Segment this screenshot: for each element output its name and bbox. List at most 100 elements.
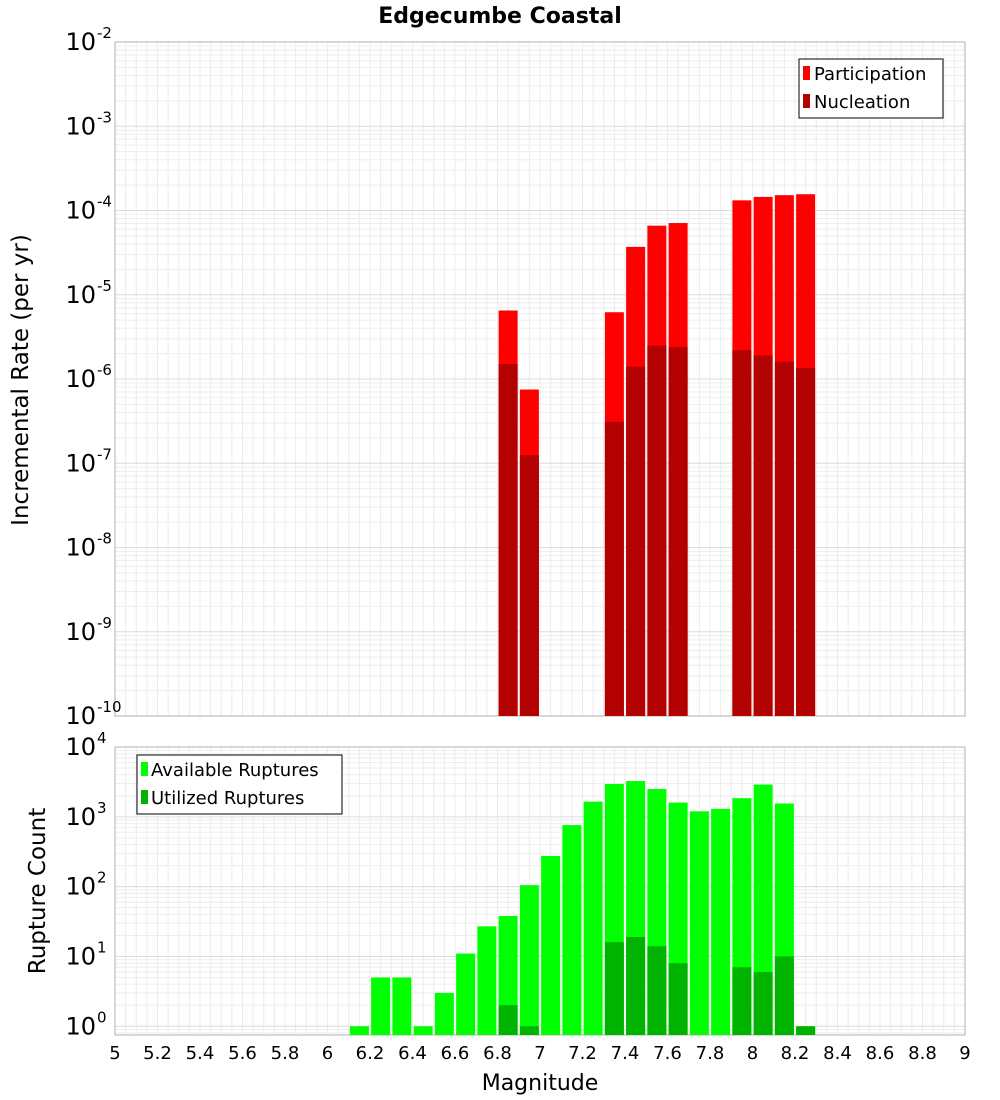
chart-title: Edgecumbe Coastal bbox=[378, 4, 622, 29]
top-y-axis-label: Incremental Rate (per yr) bbox=[8, 234, 34, 526]
y-tick-exponent: 3 bbox=[97, 799, 107, 817]
y-tick-base: 10 bbox=[65, 1012, 96, 1040]
y-tick-exponent: 1 bbox=[97, 938, 107, 956]
y-tick-base: 10 bbox=[65, 803, 96, 831]
y-tick-base: 10 bbox=[65, 618, 96, 646]
rate-bar-b bbox=[604, 421, 624, 716]
top-y-tick-label: 10 -5 bbox=[65, 277, 112, 309]
y-tick-base: 10 bbox=[65, 534, 96, 562]
x-tick-label: 5.4 bbox=[186, 1043, 215, 1064]
bottom-y-axis-label: Rupture Count bbox=[25, 808, 51, 974]
x-tick-label: 8.2 bbox=[781, 1043, 810, 1064]
count-bar-a bbox=[541, 855, 561, 1035]
x-tick-label: 6.4 bbox=[398, 1043, 427, 1064]
count-bar-b bbox=[796, 1026, 816, 1035]
y-tick-exponent: -2 bbox=[97, 24, 112, 42]
top-y-tick-label: 10 -3 bbox=[65, 108, 112, 140]
count-bar-b bbox=[647, 946, 667, 1035]
y-tick-exponent: -4 bbox=[97, 193, 112, 211]
x-tick-label: 8 bbox=[747, 1043, 758, 1064]
rate-bar-b bbox=[647, 345, 667, 716]
y-tick-base: 10 bbox=[65, 365, 96, 393]
legend-label-utilized: Utilized Ruptures bbox=[151, 788, 304, 809]
x-tick-label: 5.8 bbox=[271, 1043, 300, 1064]
x-tick-label: 5.6 bbox=[228, 1043, 257, 1064]
legend-label-nucleation: Nucleation bbox=[814, 92, 910, 113]
x-tick-label: 6.6 bbox=[441, 1043, 470, 1064]
rate-bar-b bbox=[796, 368, 816, 716]
count-bar-a bbox=[413, 1026, 433, 1035]
x-tick-label: 6 bbox=[322, 1043, 333, 1064]
top-y-tick-label: 10 -2 bbox=[65, 24, 112, 56]
top-bars bbox=[498, 194, 816, 717]
rate-bar-b bbox=[498, 364, 518, 716]
y-tick-exponent: -7 bbox=[97, 445, 112, 463]
x-tick-label: 7 bbox=[534, 1043, 545, 1064]
x-tick-label: 5.2 bbox=[143, 1043, 172, 1064]
rate-bar-b bbox=[626, 366, 646, 716]
y-tick-base: 10 bbox=[65, 197, 96, 225]
bottom-y-tick-label: 10 4 bbox=[65, 729, 106, 761]
y-tick-exponent: -10 bbox=[97, 698, 122, 716]
y-tick-base: 10 bbox=[65, 281, 96, 309]
rate-bar-b bbox=[753, 355, 773, 716]
legend-swatch-utilized bbox=[141, 790, 148, 804]
x-tick-label: 5 bbox=[109, 1043, 120, 1064]
y-tick-base: 10 bbox=[65, 702, 96, 730]
y-tick-exponent: -9 bbox=[97, 614, 112, 632]
count-bar-b bbox=[519, 1026, 539, 1035]
count-bar-a bbox=[711, 808, 731, 1035]
rate-bar-b bbox=[774, 361, 794, 716]
count-bar-a bbox=[456, 953, 476, 1035]
count-bar-a bbox=[349, 1026, 369, 1035]
count-bar-a bbox=[689, 811, 709, 1035]
y-tick-base: 10 bbox=[65, 733, 96, 761]
y-tick-base: 10 bbox=[65, 112, 96, 140]
count-bar-a bbox=[434, 992, 454, 1035]
y-tick-exponent: -5 bbox=[97, 277, 112, 295]
bottom-legend: Available Ruptures Utilized Ruptures bbox=[136, 754, 343, 815]
bottom-y-tick-label: 10 1 bbox=[65, 938, 106, 970]
count-bar-a bbox=[562, 825, 582, 1035]
top-grid bbox=[114, 41, 966, 717]
top-y-tick-label: 10 -4 bbox=[65, 193, 112, 225]
y-tick-exponent: 0 bbox=[97, 1008, 107, 1026]
top-y-tick-label: 10 -8 bbox=[65, 530, 112, 562]
y-tick-base: 10 bbox=[65, 873, 96, 901]
legend-label-participation: Participation bbox=[814, 64, 926, 85]
bottom-y-tick-label: 10 2 bbox=[65, 869, 106, 901]
y-tick-base: 10 bbox=[65, 449, 96, 477]
count-bar-b bbox=[604, 942, 624, 1035]
x-tick-label: 8.8 bbox=[908, 1043, 937, 1064]
top-legend-box bbox=[798, 58, 944, 119]
y-tick-exponent: -3 bbox=[97, 108, 112, 126]
x-tick-label: 7.6 bbox=[653, 1043, 682, 1064]
y-tick-exponent: 2 bbox=[97, 869, 107, 887]
y-tick-exponent: -8 bbox=[97, 530, 112, 548]
count-bar-b bbox=[774, 956, 794, 1035]
count-bar-a bbox=[519, 885, 539, 1035]
count-bar-b bbox=[626, 936, 646, 1035]
top-y-tick-label: 10 -6 bbox=[65, 361, 112, 393]
count-bar-a bbox=[583, 801, 603, 1035]
count-bar-b bbox=[753, 971, 773, 1035]
rate-bar-b bbox=[732, 350, 752, 716]
count-bar-b bbox=[732, 967, 752, 1035]
y-tick-exponent: 4 bbox=[97, 729, 107, 747]
count-bar-b bbox=[498, 1005, 518, 1035]
y-tick-base: 10 bbox=[65, 942, 96, 970]
count-bar-a bbox=[392, 977, 412, 1035]
legend-swatch-participation bbox=[803, 66, 810, 80]
y-tick-base: 10 bbox=[65, 28, 96, 56]
x-tick-label: 8.6 bbox=[866, 1043, 895, 1064]
rate-bar-b bbox=[519, 455, 539, 716]
top-plot-area bbox=[114, 41, 966, 717]
legend-label-available: Available Ruptures bbox=[151, 760, 319, 781]
x-tick-label: 6.8 bbox=[483, 1043, 512, 1064]
rate-bar-b bbox=[668, 346, 688, 716]
x-axis-label: Magnitude bbox=[482, 1071, 599, 1096]
x-tick-label: 7.8 bbox=[696, 1043, 725, 1064]
